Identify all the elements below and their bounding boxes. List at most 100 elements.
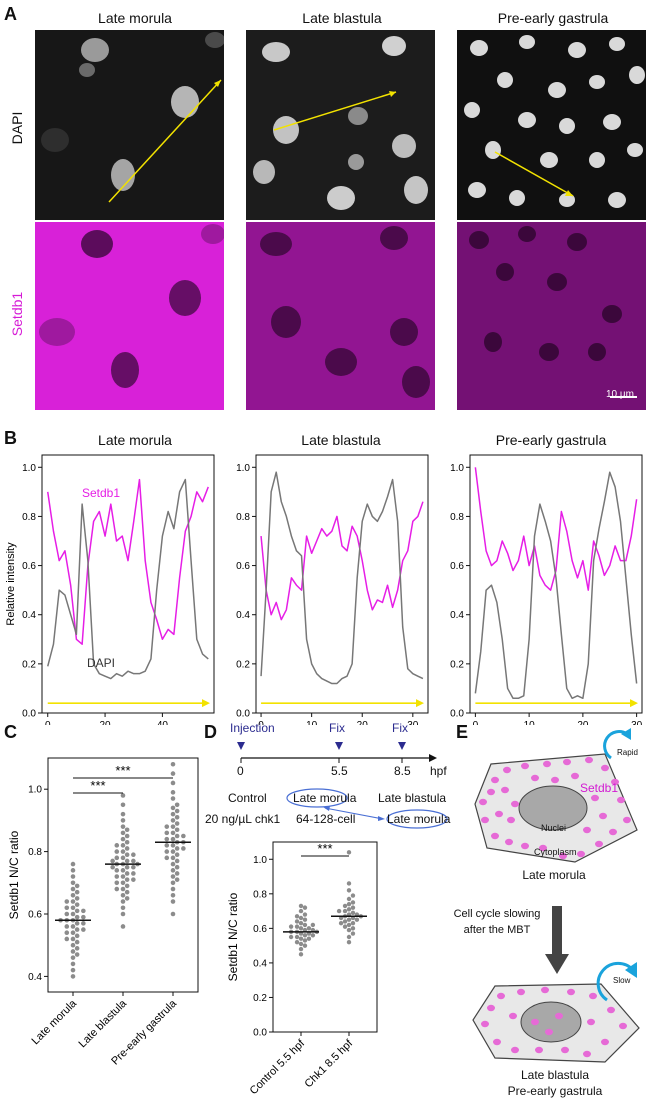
data-point	[164, 843, 170, 848]
data-point	[294, 924, 300, 929]
y-tick-label: 0.8	[22, 512, 36, 523]
data-point	[174, 827, 180, 833]
x-tick-label: 20	[357, 720, 369, 725]
y-tick-label: 0.2	[22, 659, 36, 670]
row-label-setdb1: Setdb1	[9, 291, 25, 337]
data-point	[110, 858, 115, 864]
data-point	[124, 864, 130, 870]
data-point	[174, 846, 180, 851]
panel-a-title-pre-early-gastrula: Pre-early gastrula	[497, 10, 609, 26]
data-point	[70, 961, 76, 967]
stage-pre-early-gastrula: Pre-early gastrula	[507, 1084, 603, 1098]
data-point	[74, 921, 80, 926]
data-point	[346, 850, 352, 855]
data-point	[174, 814, 180, 820]
dapi-image-pre-early-gastrula	[457, 30, 646, 220]
dapi-image-late-morula	[35, 30, 224, 220]
distance-arrow-head-icon	[630, 699, 638, 708]
data-point	[131, 877, 136, 882]
data-point	[74, 914, 80, 920]
data-point	[170, 911, 176, 917]
data-point	[120, 802, 126, 808]
data-point	[174, 858, 180, 864]
setdb1-dot	[609, 828, 617, 836]
timeline-row2-end: Late morula	[387, 812, 451, 826]
data-point	[81, 921, 86, 926]
data-point	[74, 889, 80, 895]
distance-arrow-head-icon	[202, 699, 210, 708]
data-point	[64, 936, 70, 942]
setdb1-dot	[607, 1006, 615, 1014]
setdb1-image-late-blastula	[246, 222, 435, 410]
data-point	[298, 941, 304, 947]
data-point	[170, 899, 176, 904]
data-point	[302, 922, 308, 928]
data-point	[120, 868, 126, 873]
setdb1-dot	[481, 816, 489, 824]
data-point	[298, 915, 304, 921]
data-point	[288, 924, 294, 929]
data-point	[174, 802, 180, 808]
data-point	[131, 858, 136, 864]
data-point	[74, 883, 80, 889]
fix-marker-icon	[335, 742, 343, 750]
panel-a-title-late-morula: Late morula	[98, 10, 172, 26]
series-line-setdb1	[260, 501, 424, 621]
data-point	[346, 881, 352, 886]
setdb1-dot	[507, 816, 515, 824]
rapid-cycle-icon	[603, 730, 628, 760]
data-point	[174, 808, 180, 814]
data-point	[131, 852, 136, 858]
data-point	[346, 901, 352, 907]
line-plot-late-blastula: 0.00.20.40.60.81.00102030Distance (µm)	[236, 454, 429, 725]
data-point	[124, 896, 130, 901]
data-point	[70, 880, 76, 886]
data-point	[70, 949, 76, 954]
panel-d-label: D	[204, 722, 217, 742]
data-point	[170, 805, 176, 811]
timeline-unit: hpf	[430, 764, 447, 778]
data-point	[302, 933, 308, 938]
data-point	[70, 905, 76, 911]
row-label-dapi: DAPI	[9, 111, 25, 145]
data-point	[124, 877, 130, 882]
data-point	[120, 824, 126, 829]
data-point	[120, 855, 126, 861]
setdb1-dot	[561, 1046, 569, 1054]
data-point	[70, 899, 76, 904]
setdb1-dot	[601, 764, 609, 772]
data-point	[354, 917, 360, 922]
data-point	[174, 877, 180, 882]
data-point	[170, 818, 176, 823]
setdb1-dot	[495, 810, 503, 818]
data-point	[174, 821, 180, 826]
data-point	[114, 868, 120, 873]
setdb1-dot	[545, 1028, 553, 1036]
timeline-event-injection: Injection	[230, 721, 275, 735]
y-tick-label: 0.4	[253, 958, 267, 969]
data-point	[81, 927, 86, 932]
data-point	[120, 924, 126, 929]
data-point	[350, 920, 356, 926]
setdb1-dot	[585, 756, 593, 764]
panel-c-label: C	[4, 722, 17, 742]
line-plot-late-morula: 0.00.20.40.60.81.002040Distance (µm)Rela…	[5, 454, 215, 725]
data-point	[170, 886, 176, 892]
panel-b-plots: 0.00.20.40.60.81.002040Distance (µm)Rela…	[5, 454, 643, 725]
data-point	[294, 939, 300, 945]
data-point	[120, 911, 126, 917]
data-point	[350, 900, 356, 905]
data-point	[124, 852, 130, 858]
setdb1-dot	[497, 992, 505, 1000]
data-point	[64, 911, 70, 917]
setdb1-dot	[599, 812, 607, 820]
setdb1-dot	[623, 816, 631, 824]
stage-late-morula: Late morula	[522, 868, 586, 882]
slow-cycle-icon	[596, 961, 635, 1002]
distance-arrow-head-icon	[416, 699, 424, 708]
plot-frame	[469, 454, 643, 714]
timeline-time-5-5: 5.5	[331, 764, 348, 778]
data-point	[64, 930, 70, 936]
transition-arrow-icon	[552, 906, 562, 956]
data-point	[124, 833, 130, 839]
